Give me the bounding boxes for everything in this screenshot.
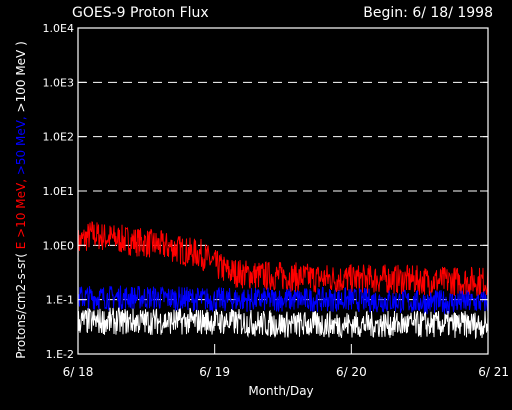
series-line (77, 285, 489, 315)
y-tick-label: 1.0E0 (43, 239, 74, 252)
x-axis-label: Month/Day (248, 384, 313, 398)
y-tick-label: 1.0E2 (43, 131, 74, 144)
y-tick-label: 1.0E4 (43, 22, 74, 35)
data-series (77, 221, 489, 340)
y-axis-label-part: E >10 MeV, (14, 175, 28, 249)
y-tick-label: 1.E-1 (46, 294, 74, 307)
begin-date-label: Begin: 6/ 18/ 1998 (363, 5, 493, 21)
y-axis-label-part: >100 MeV ) (14, 41, 28, 112)
series-line (77, 221, 489, 296)
axes (77, 27, 489, 355)
y-axis-label: Protons/cm2-s-sr( E >10 MeV, >50 MeV, >1… (14, 41, 28, 359)
y-axis-label-part: Protons/cm2-s-sr( (14, 249, 28, 359)
chart-title: GOES-9 Proton Flux (72, 5, 209, 21)
y-tick-label: 1.0E1 (43, 185, 74, 198)
x-tick-label: 6/ 20 (336, 365, 367, 379)
y-axis-label-part: >50 MeV, (14, 112, 28, 175)
y-tick-label: 1.0E3 (43, 76, 74, 89)
series-line (77, 307, 489, 340)
y-tick-label: 1.E-2 (46, 348, 74, 361)
x-tick-label: 6/ 19 (199, 365, 230, 379)
y-tick-labels: 1.E-2 1.E-1 1.0E0 1.0E1 1.0E2 1.0E3 1.0E4 (43, 22, 74, 361)
x-tick-label: 6/ 21 (478, 365, 509, 379)
x-tick-label: 6/ 18 (63, 365, 94, 379)
x-tick-labels: 6/ 18 6/ 19 6/ 20 6/ 21 (63, 365, 509, 379)
